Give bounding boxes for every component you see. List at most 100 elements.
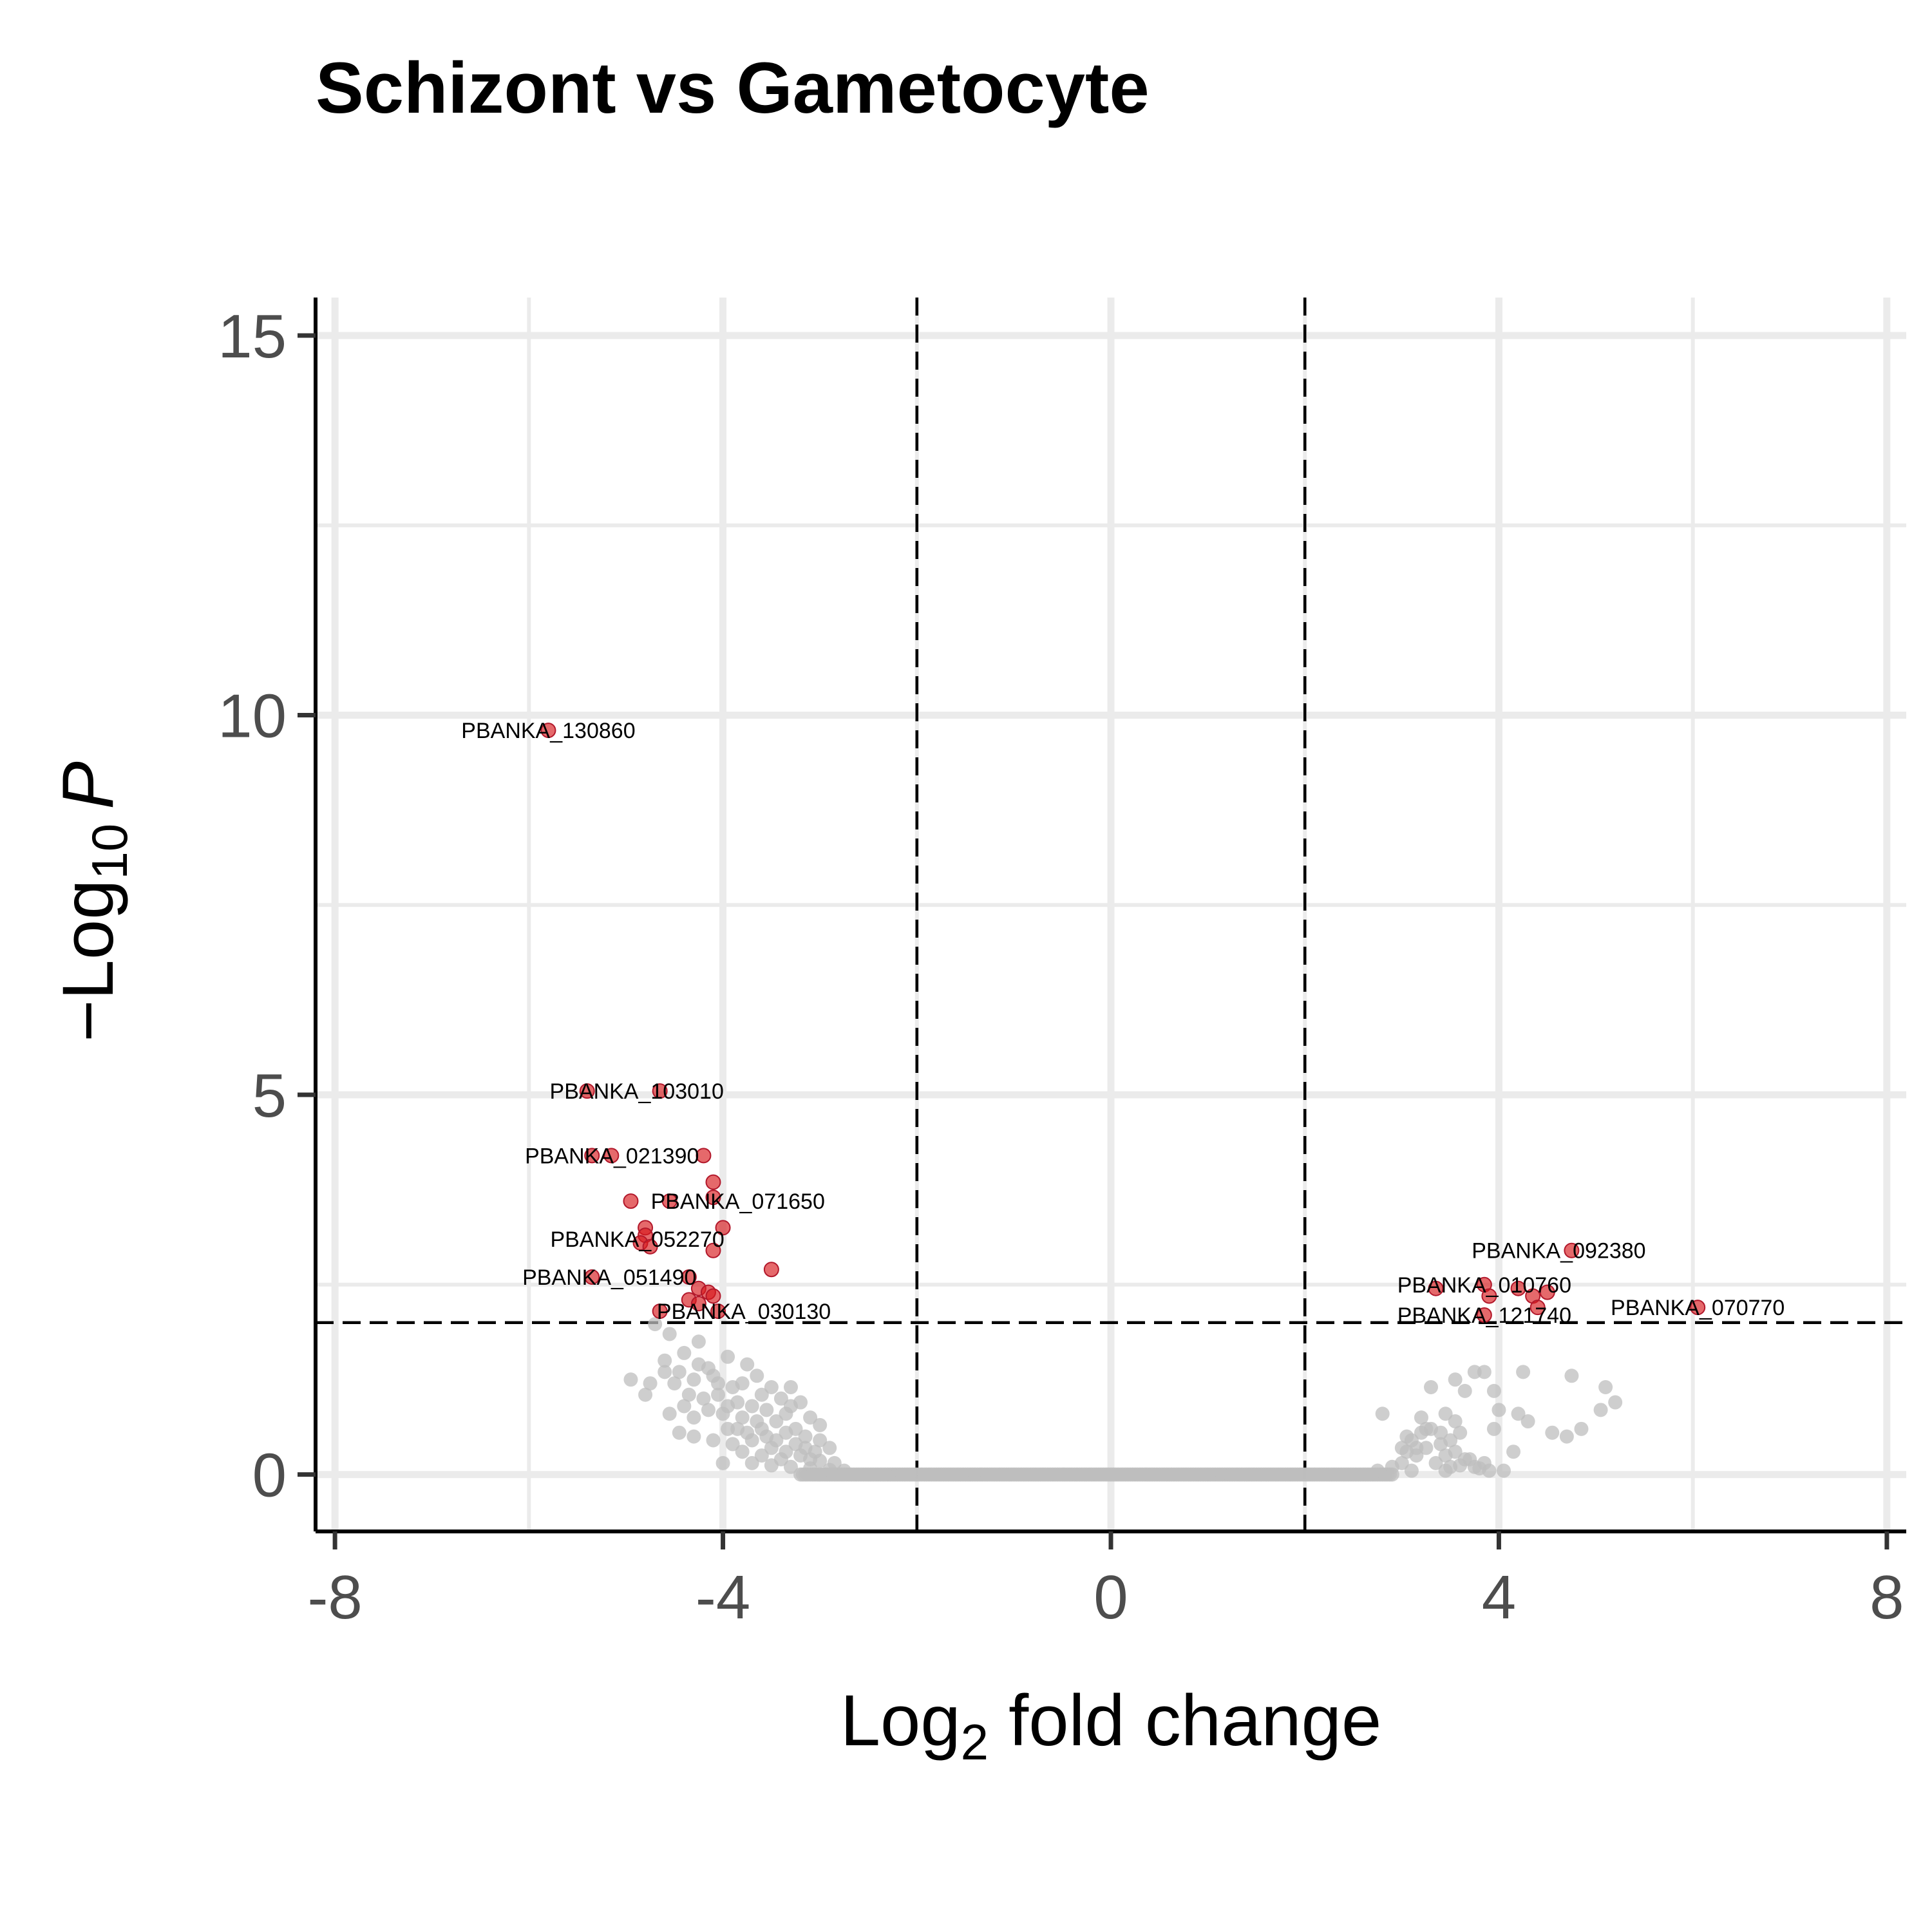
nonsignificant-point	[701, 1403, 715, 1417]
nonsignificant-point	[687, 1429, 701, 1444]
nonsignificant-point	[1404, 1463, 1419, 1478]
nonsignificant-point	[1394, 1441, 1409, 1455]
significant-point	[603, 1148, 620, 1164]
x-axis-ticks: -8 -4 0 4 8	[307, 1531, 1904, 1632]
nonsignificant-points	[623, 1317, 1623, 1482]
significant-point	[540, 723, 556, 739]
nonsignificant-point	[672, 1365, 687, 1379]
point-label: PBANKA_021390	[525, 1144, 699, 1168]
nonsignificant-point	[798, 1441, 813, 1455]
nonsignificant-point	[769, 1433, 784, 1448]
nonsignificant-point	[803, 1410, 818, 1425]
nonsignificant-point	[677, 1345, 692, 1360]
nonsignificant-point	[711, 1376, 726, 1391]
significant-point	[715, 1220, 731, 1236]
nonsignificant-point	[783, 1379, 798, 1394]
point-label: PBANKA_121740	[1397, 1303, 1571, 1328]
x-tick-label: 0	[1094, 1563, 1128, 1632]
significant-point	[623, 1193, 639, 1209]
point-label: PBANKA_051490	[522, 1265, 696, 1290]
nonsignificant-point	[1419, 1421, 1434, 1436]
nonsignificant-point	[706, 1433, 721, 1448]
nonsignificant-point	[1593, 1403, 1608, 1417]
significant-point	[681, 1269, 697, 1285]
nonsignificant-point	[1482, 1463, 1497, 1478]
point-label: PBANKA_052270	[550, 1227, 724, 1252]
x-tick-label: -4	[696, 1563, 750, 1632]
y-tick-label: 0	[252, 1441, 287, 1510]
nonsignificant-point	[1409, 1441, 1424, 1455]
nonsignificant-point	[1467, 1459, 1482, 1474]
nonsignificant-point	[1399, 1429, 1414, 1444]
nonsignificant-point	[725, 1437, 740, 1452]
x-axis-title-rest: fold change	[989, 1680, 1381, 1761]
significant-point	[763, 1262, 779, 1278]
significant-point	[705, 1174, 721, 1190]
nonsignificant-point	[696, 1391, 711, 1406]
nonsignificant-point	[837, 1463, 851, 1478]
x-axis-title-main: Log	[840, 1680, 961, 1761]
nonsignificant-point	[658, 1353, 672, 1368]
nonsignificant-point	[1511, 1406, 1526, 1421]
significant-point	[584, 1148, 600, 1164]
nonsignificant-point	[1608, 1395, 1623, 1410]
nonsignificant-point	[822, 1441, 837, 1455]
point-label: PBANKA_103010	[550, 1079, 724, 1104]
nonsignificant-point	[750, 1368, 764, 1383]
nonsignificant-point	[721, 1421, 735, 1436]
nonsignificant-point	[1448, 1414, 1463, 1429]
x-axis-title-subscript: 2	[961, 1714, 989, 1770]
significant-point	[705, 1288, 721, 1304]
nonsignificant-point	[1448, 1372, 1463, 1387]
y-axis-title-p: P	[48, 761, 128, 810]
nonsignificant-point	[1443, 1433, 1458, 1448]
significant-point	[1690, 1300, 1706, 1316]
nonsignificant-point	[1375, 1406, 1390, 1421]
nonsignificant-point	[667, 1376, 682, 1391]
nonsignificant-point	[1428, 1455, 1443, 1470]
nonsignificant-point	[638, 1387, 653, 1402]
significant-point	[1564, 1242, 1580, 1258]
nonsignificant-point	[754, 1387, 769, 1402]
nonsignificant-point	[769, 1414, 784, 1429]
significant-point	[1481, 1288, 1497, 1304]
nonsignificant-point	[687, 1410, 701, 1425]
nonsignificant-point	[643, 1376, 658, 1391]
point-label: PBANKA_030130	[657, 1300, 831, 1324]
nonsignificant-point	[803, 1452, 818, 1466]
y-axis-title-subscript: 10	[81, 824, 138, 880]
significant-point	[705, 1242, 721, 1258]
nonsignificant-point	[1394, 1455, 1409, 1470]
nonsignificant-point	[813, 1417, 828, 1432]
point-label: PBANKA_071650	[651, 1189, 825, 1214]
nonsignificant-point	[711, 1387, 726, 1402]
nonsignificant-point	[1414, 1410, 1428, 1425]
significant-point	[661, 1193, 677, 1209]
nonsignificant-point	[773, 1391, 788, 1406]
significant-point	[1510, 1280, 1526, 1296]
nonsignificant-point	[648, 1317, 663, 1332]
nonsignificant-point	[662, 1406, 677, 1421]
significant-point	[1476, 1307, 1492, 1323]
x-tick-label: 8	[1870, 1563, 1904, 1632]
nonsignificant-point	[1520, 1414, 1535, 1429]
nonsignificant-point	[1486, 1421, 1501, 1436]
y-axis-ticks: 0 5 10 15	[218, 302, 316, 1510]
nonsignificant-point	[721, 1399, 735, 1414]
nonsignificant-point	[744, 1455, 759, 1470]
significant-point	[584, 1269, 600, 1285]
nonsignificant-point	[1457, 1383, 1472, 1398]
nonsignificant-point	[735, 1376, 750, 1391]
nonsignificant-point	[764, 1458, 779, 1473]
x-tick-label: 4	[1482, 1563, 1516, 1632]
nonsignificant-point	[1419, 1441, 1434, 1455]
nonsignificant-point	[691, 1334, 706, 1349]
x-axis-title: Log2 fold change	[840, 1680, 1382, 1770]
nonsignificant-point	[677, 1399, 692, 1414]
nonsignificant-point	[813, 1433, 828, 1448]
y-tick-label: 10	[218, 681, 287, 750]
nonsignificant-point	[1434, 1425, 1448, 1440]
chart-title: Schizont vs Gametocyte	[316, 48, 1150, 128]
significant-points	[540, 723, 1706, 1323]
